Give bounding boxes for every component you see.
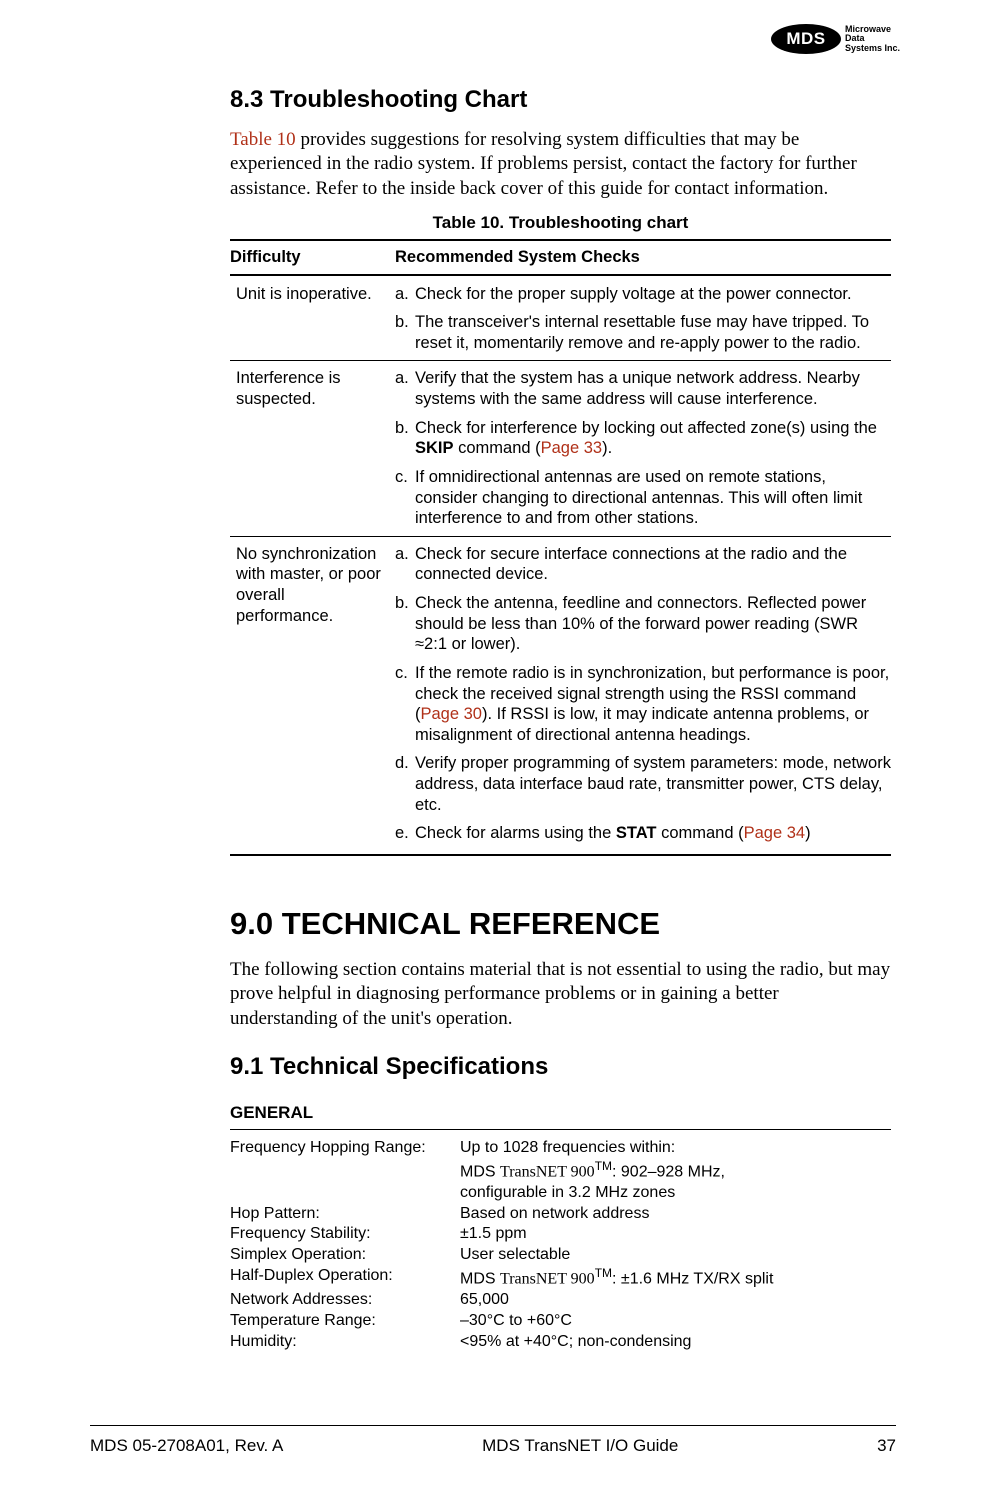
section-9-paragraph: The following section contains material … <box>230 958 891 1031</box>
difficulty-cell: No synchronization with master, or poor … <box>230 536 395 855</box>
footer-rule <box>90 1425 896 1426</box>
check-item: c.If the remote radio is in synchronizat… <box>395 663 891 746</box>
table-row: Interference is suspected.a.Verify that … <box>230 361 891 536</box>
spec-row: Hop Pattern:Based on network address <box>230 1204 891 1225</box>
spec-row: Frequency Stability:±1.5 ppm <box>230 1224 891 1245</box>
logo-text: Microwave Data Systems Inc. <box>845 25 900 53</box>
table-10-link[interactable]: Table 10 <box>230 129 296 150</box>
logo-mark: MDS <box>771 24 841 54</box>
spec-row: Temperature Range:–30°C to +60°C <box>230 1311 891 1332</box>
specs-table: Frequency Hopping Range:Up to 1028 frequ… <box>230 1138 891 1353</box>
brand-logo: MDS Microwave Data Systems Inc. <box>771 24 900 54</box>
footer-page-number: 37 <box>877 1436 896 1456</box>
check-item: d.Verify proper programming of system pa… <box>395 753 891 815</box>
check-item: a.Check for the proper supply voltage at… <box>395 284 891 305</box>
table-10-caption: Table 10. Troubleshooting chart <box>230 213 891 233</box>
table-row: No synchronization with master, or poor … <box>230 536 891 855</box>
section-8-3-heading: 8.3 Troubleshooting Chart <box>230 86 891 114</box>
spec-value: Based on network address <box>460 1204 891 1225</box>
specs-rule <box>230 1129 891 1130</box>
spec-label: Half-Duplex Operation: <box>230 1266 460 1290</box>
spec-label: Frequency Stability: <box>230 1224 460 1245</box>
section-9-1-heading: 9.1 Technical Specifications <box>230 1053 891 1081</box>
spec-value: User selectable <box>460 1245 891 1266</box>
logo-abbr: MDS <box>786 29 825 49</box>
spec-value: MDS TransNET 900TM: ±1.6 MHz TX/RX split <box>460 1266 891 1290</box>
page-ref-link[interactable]: Page 33 <box>541 439 602 457</box>
spec-value: <95% at +40°C; non-condensing <box>460 1332 891 1353</box>
difficulty-cell: Unit is inoperative. <box>230 275 395 361</box>
spec-row: Frequency Hopping Range:Up to 1028 frequ… <box>230 1138 891 1204</box>
spec-row: Simplex Operation:User selectable <box>230 1245 891 1266</box>
spec-label: Hop Pattern: <box>230 1204 460 1225</box>
spec-label: Humidity: <box>230 1332 460 1353</box>
specs-general-heading: GENERAL <box>230 1103 891 1123</box>
spec-label: Temperature Range: <box>230 1311 460 1332</box>
spec-value: Up to 1028 frequencies within:MDS TransN… <box>460 1138 891 1204</box>
section-8-3-paragraph: Table 10 provides suggestions for resolv… <box>230 128 891 201</box>
check-item: b.Check for interference by locking out … <box>395 418 891 459</box>
checks-cell: a.Verify that the system has a unique ne… <box>395 361 891 536</box>
spec-row: Humidity:<95% at +40°C; non-condensing <box>230 1332 891 1353</box>
footer-title: MDS TransNET I/O Guide <box>482 1436 678 1456</box>
spec-value: –30°C to +60°C <box>460 1311 891 1332</box>
spec-label: Network Addresses: <box>230 1290 460 1311</box>
spec-label: Simplex Operation: <box>230 1245 460 1266</box>
check-item: c.If omnidirectional antennas are used o… <box>395 467 891 529</box>
spec-value: 65,000 <box>460 1290 891 1311</box>
page-footer: MDS 05-2708A01, Rev. A MDS TransNET I/O … <box>90 1425 896 1456</box>
check-item: b.Check the antenna, feedline and connec… <box>395 593 891 655</box>
footer-docid: MDS 05-2708A01, Rev. A <box>90 1436 283 1456</box>
table-col-difficulty: Difficulty <box>230 240 395 275</box>
spec-row: Network Addresses:65,000 <box>230 1290 891 1311</box>
checks-cell: a.Check for the proper supply voltage at… <box>395 275 891 361</box>
check-item: e.Check for alarms using the STAT comman… <box>395 823 891 844</box>
check-item: a.Check for secure interface connections… <box>395 544 891 585</box>
table-row: Unit is inoperative.a.Check for the prop… <box>230 275 891 361</box>
difficulty-cell: Interference is suspected. <box>230 361 395 536</box>
troubleshooting-table: Difficulty Recommended System Checks Uni… <box>230 239 891 856</box>
page-ref-link[interactable]: Page 34 <box>744 824 805 842</box>
check-item: a.Verify that the system has a unique ne… <box>395 368 891 409</box>
spec-value: ±1.5 ppm <box>460 1224 891 1245</box>
page-ref-link[interactable]: Page 30 <box>421 705 482 723</box>
section-9-heading: 9.0 TECHNICAL REFERENCE <box>230 906 891 942</box>
spec-row: Half-Duplex Operation:MDS TransNET 900TM… <box>230 1266 891 1290</box>
checks-cell: a.Check for secure interface connections… <box>395 536 891 855</box>
check-item: b.The transceiver's internal resettable … <box>395 312 891 353</box>
spec-label: Frequency Hopping Range: <box>230 1138 460 1204</box>
table-col-checks: Recommended System Checks <box>395 240 891 275</box>
